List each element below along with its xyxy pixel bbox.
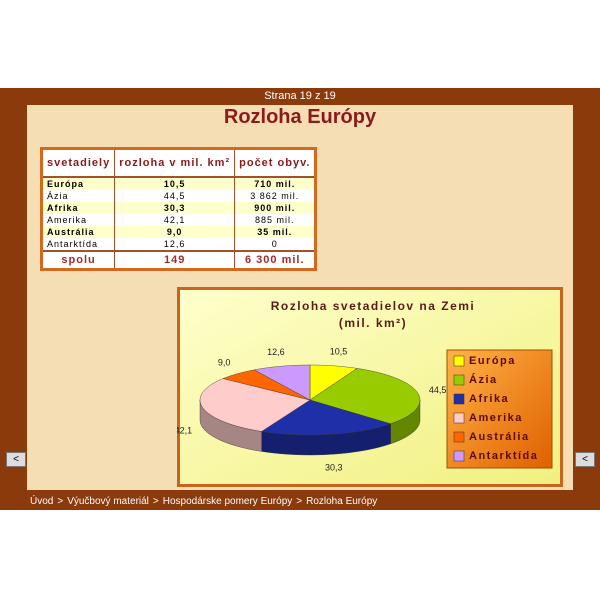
- pie-slice: [309, 368, 421, 425]
- table-cell: Európa: [40, 177, 116, 190]
- table-row: Austrália 9,0 35 mil.: [40, 226, 317, 238]
- data-table: svetadiely rozloha v mil. km² počet obyv. E…: [40, 147, 318, 271]
- breadcrumb: Úvod > Výučbový materiál > Hospodárske pomer…: [30, 496, 381, 507]
- column-header: rozloha v mil. km²: [114, 148, 236, 178]
- legend-swatch: [453, 412, 465, 424]
- table-cell: Austrália: [40, 226, 116, 238]
- data-label: 42,1: [177, 425, 192, 435]
- column-header: počet obyv.: [234, 148, 317, 178]
- table-row: Afrika 30,3 900 mil.: [40, 202, 317, 214]
- next-button[interactable]: <: [575, 452, 595, 467]
- table-cell: Amerika: [40, 214, 116, 226]
- data-label: 44,5: [429, 385, 447, 395]
- slide-title: Rozloha Európy: [223, 106, 377, 128]
- table-cell: Antarktída: [40, 238, 116, 251]
- pie-slice: [261, 399, 392, 436]
- chart: Rozloha svetadielov na Zemi (mil. km²) 1…: [177, 287, 563, 487]
- table-cell: 900 mil.: [234, 202, 317, 214]
- table-cell: 12,6: [114, 238, 236, 251]
- legend-swatch: [453, 431, 465, 443]
- breadcrumb-item: Výučbový materiál: [67, 496, 149, 507]
- total-cell: 6 300 mil.: [234, 250, 317, 270]
- legend-swatch: [453, 450, 465, 462]
- table-row: Európa 10,5 710 mil.: [40, 177, 317, 190]
- total-cell: spolu: [40, 250, 116, 270]
- total-cell: 149: [114, 250, 236, 270]
- table-cell: 885 mil.: [234, 214, 317, 226]
- table-cell: 3 862 mil.: [234, 190, 317, 202]
- legend-swatch: [453, 355, 465, 367]
- data-label: 10,5: [330, 347, 348, 357]
- pie-slice: [199, 378, 311, 432]
- legend-label: Amerika: [469, 412, 523, 424]
- table-cell: 710 mil.: [234, 177, 317, 190]
- table-cell: 10,5: [114, 177, 236, 190]
- pie-slice: [222, 369, 311, 401]
- table-cell: Afrika: [40, 202, 116, 214]
- chart-subtitle: (mil. km²): [339, 316, 407, 330]
- legend-label: Ázia: [469, 373, 498, 386]
- separator: >: [57, 496, 64, 507]
- table-cell: 30,3: [114, 202, 236, 214]
- table-row: Antarktída 12,6 0: [40, 238, 317, 251]
- total-row: spolu 149 6 300 mil.: [40, 250, 317, 270]
- legend-label: Afrika: [469, 393, 509, 405]
- page-number: Strana 19 z 19: [264, 90, 336, 102]
- legend-swatch: [453, 393, 465, 405]
- chart-title: Rozloha svetadielov na Zemi: [271, 299, 476, 313]
- breadcrumb-item: Rozloha Európy: [306, 496, 378, 507]
- table-cell: 42,1: [114, 214, 236, 226]
- separator: >: [296, 496, 303, 507]
- data-label: 9,0: [218, 358, 231, 368]
- legend-label: Antarktída: [469, 450, 538, 462]
- table-cell: Ázia: [40, 190, 116, 202]
- table-cell: 9,0: [114, 226, 236, 238]
- legend-swatch: [453, 374, 465, 386]
- breadcrumb-item: Hospodárske pomery Európy: [162, 496, 293, 507]
- table-row: Ázia 44,5 3 862 mil.: [40, 190, 317, 202]
- header-row: svetadiely rozloha v mil. km² počet obyv.: [40, 148, 317, 178]
- legend-label: Austrália: [469, 431, 530, 443]
- legend-label: Európa: [469, 355, 516, 367]
- prev-button[interactable]: <: [6, 452, 26, 467]
- table-row: Amerika 42,1 885 mil.: [40, 214, 317, 226]
- pie-slice: [309, 364, 358, 401]
- table-cell: 35 mil.: [234, 226, 317, 238]
- table-cell: 0: [234, 238, 317, 251]
- legend-box: [446, 349, 553, 469]
- data-label: 30,3: [325, 463, 343, 473]
- separator: >: [152, 496, 159, 507]
- column-header: svetadiely: [40, 148, 116, 178]
- data-label: 12,6: [267, 347, 285, 357]
- table-cell: 44,5: [114, 190, 236, 202]
- breadcrumb-item: Úvod: [30, 496, 54, 507]
- pie-slice: [253, 364, 311, 401]
